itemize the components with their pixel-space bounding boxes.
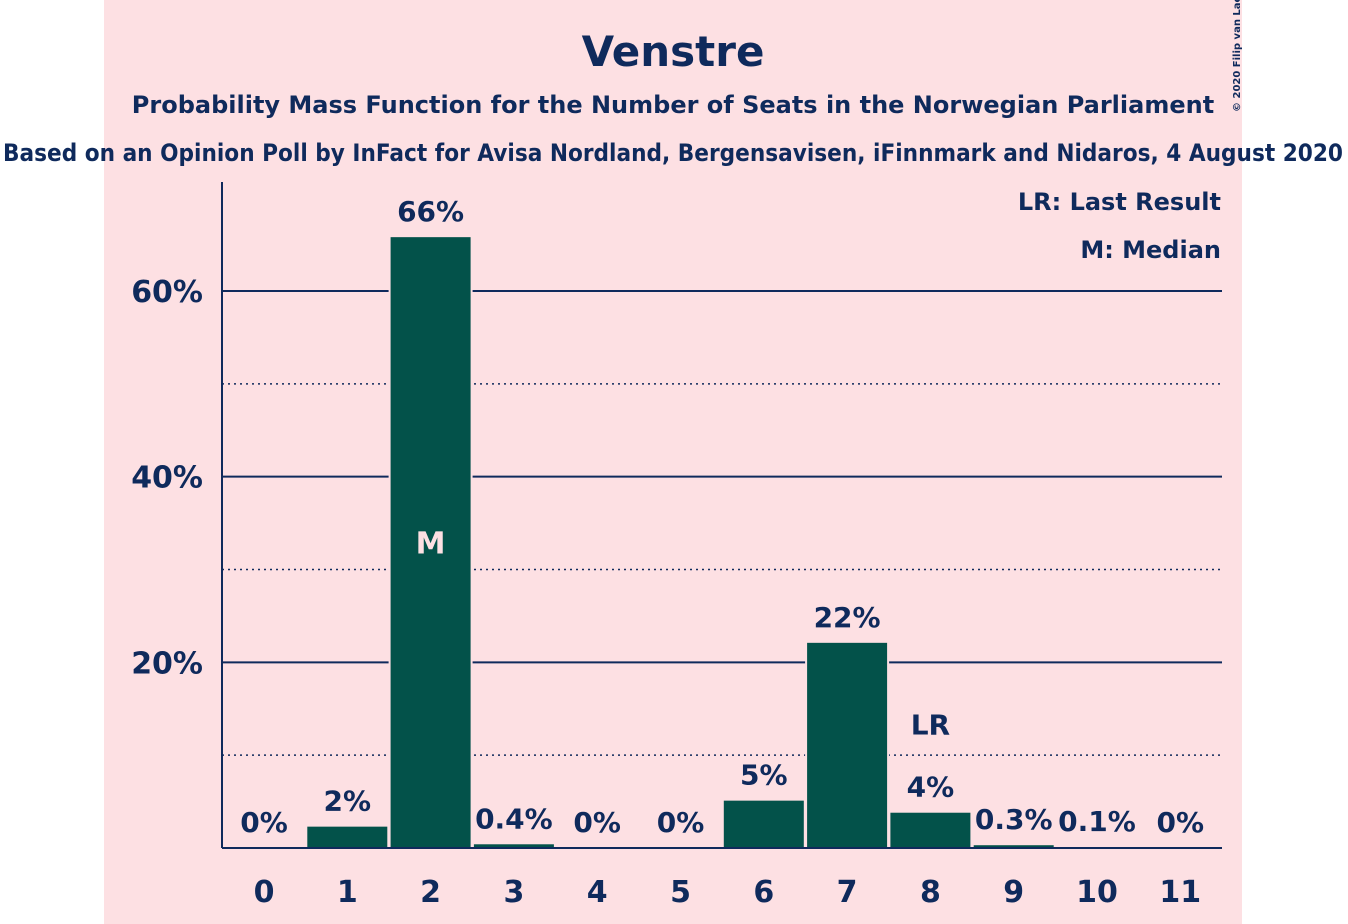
data-label: 0%	[1157, 806, 1205, 839]
data-label: 0.1%	[1058, 805, 1136, 838]
data-label: 5%	[740, 759, 788, 792]
data-label: 2%	[324, 785, 372, 818]
data-label: 0%	[657, 806, 705, 839]
data-label: 0%	[573, 806, 621, 839]
x-tick-label: 0	[254, 875, 275, 910]
chart-subtitle: Probability Mass Function for the Number…	[132, 91, 1214, 119]
last-result-marker: LR	[911, 709, 950, 742]
median-marker: M	[416, 527, 446, 562]
bars	[305, 235, 1139, 848]
legend: LR: Last Result M: Median	[1018, 188, 1221, 264]
x-tick-label: 5	[670, 875, 691, 910]
x-tick-label: 7	[837, 875, 858, 910]
x-tick-label: 8	[920, 875, 941, 910]
chart-title: Venstre	[582, 27, 765, 76]
x-tick-label: 10	[1076, 875, 1118, 910]
axes: 20% 40% 60% 0 1 2 3 4 5 6 7 8 9 10 11	[131, 182, 1222, 910]
legend-entry: LR: Last Result	[1018, 188, 1221, 216]
bar-halo	[1055, 845, 1139, 848]
data-label: 0%	[240, 806, 288, 839]
gridlines	[222, 290, 1222, 756]
y-tick-label: 40%	[131, 461, 203, 496]
x-tick-label: 4	[587, 875, 608, 910]
bar-seat-7	[807, 642, 888, 848]
bar-seat-9	[973, 845, 1054, 848]
bar-seat-1	[307, 826, 388, 848]
bar-seat-3	[473, 844, 554, 848]
bar-seat-6	[723, 800, 804, 848]
chart-panel	[104, 0, 1242, 924]
x-tick-label: 9	[1003, 875, 1024, 910]
legend-entry: M: Median	[1080, 236, 1221, 264]
chart-subtitle-source: Based on an Opinion Poll by InFact for A…	[3, 139, 1343, 167]
data-label: 4%	[907, 771, 955, 804]
copyright-text: © 2020 Filip van Laenen	[1232, 0, 1243, 112]
x-tick-label: 6	[753, 875, 774, 910]
x-tick-label: 11	[1159, 875, 1201, 910]
x-tick-label: 2	[420, 875, 441, 910]
data-labels: 0% 2% 66% 0.4% 0% 0% 5% 22% 4% 0.3% 0.1% 0% M LR	[240, 195, 1204, 839]
data-label: 0.3%	[975, 803, 1053, 836]
y-tick-label: 20%	[131, 646, 203, 681]
y-tick-label: 60%	[131, 275, 203, 310]
bar-seat-8	[890, 812, 971, 848]
x-tick-label: 3	[503, 875, 524, 910]
data-label: 0.4%	[475, 802, 553, 835]
data-label: 66%	[397, 195, 464, 228]
x-tick-label: 1	[337, 875, 358, 910]
data-label: 22%	[814, 601, 881, 634]
bar-seat-2	[390, 237, 471, 848]
